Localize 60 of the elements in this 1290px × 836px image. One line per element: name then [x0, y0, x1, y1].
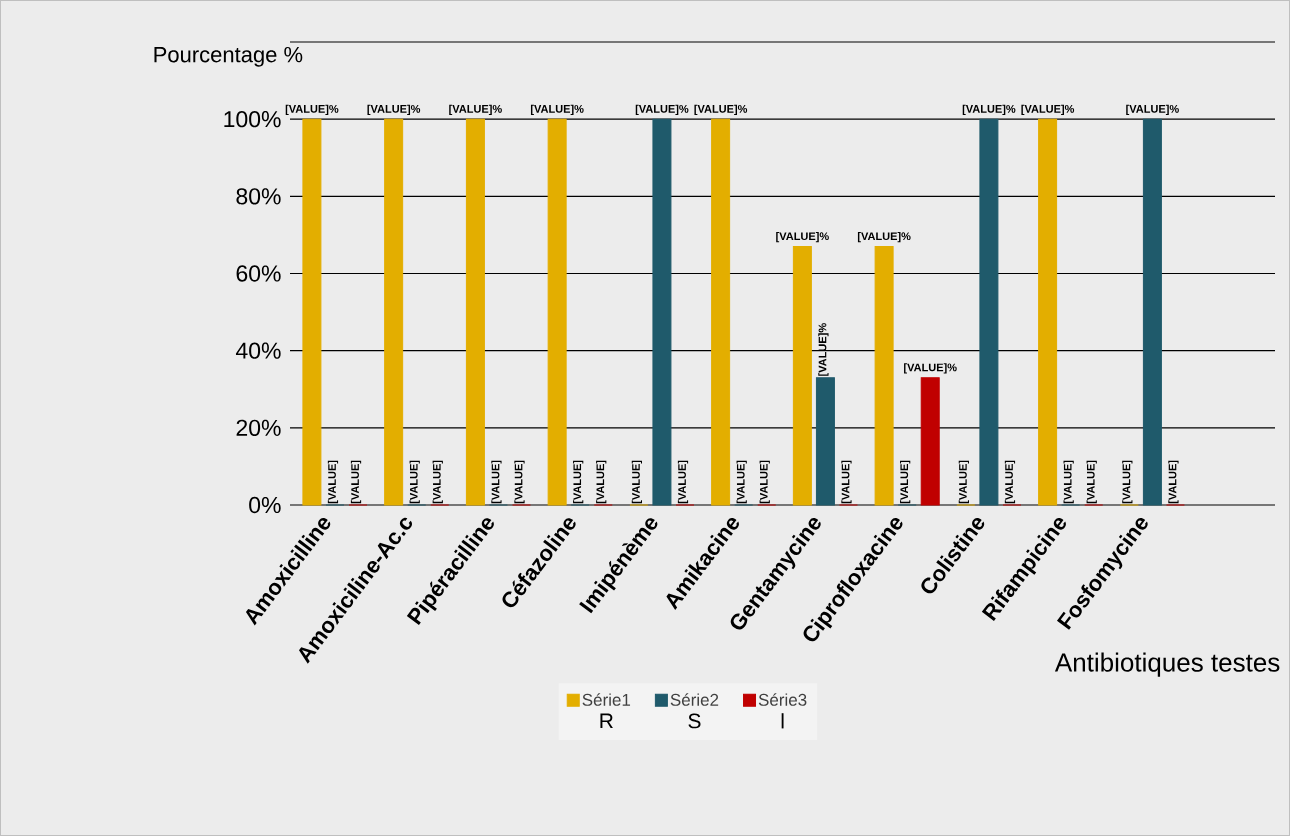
- data-label: [VALUE]%: [635, 104, 689, 115]
- bar: [815, 377, 835, 506]
- y-tick-label: 20%: [236, 419, 281, 436]
- bar: [792, 245, 812, 506]
- data-label: [VALUE]%: [285, 104, 339, 115]
- bar: [547, 118, 567, 506]
- data-label: [VALUE]%: [1126, 104, 1179, 115]
- data-label: [VALUE]%: [367, 104, 421, 115]
- data-label: [VALUE]: [514, 460, 525, 504]
- text: R: [600, 713, 613, 729]
- data-label: [VALUE]: [1168, 460, 1179, 504]
- bar: [465, 118, 485, 506]
- data-label: [VALUE]: [573, 460, 584, 504]
- data-label: [VALUE]: [900, 460, 911, 504]
- y-tick-label: 60%: [236, 265, 281, 282]
- y-tick-label: 80%: [236, 188, 281, 205]
- data-label: [VALUE]: [841, 460, 852, 504]
- data-label: [VALUE]: [350, 460, 362, 504]
- data-label: [VALUE]: [631, 460, 642, 504]
- data-label: [VALUE]%: [530, 104, 584, 115]
- data-label: [VALUE]: [759, 460, 770, 504]
- bar: [652, 118, 672, 506]
- data-label: [VALUE]: [1004, 460, 1016, 504]
- x-axis-title: Antibiotiques testes: [1054, 652, 1280, 677]
- bar: [711, 118, 731, 506]
- bar: [920, 377, 940, 506]
- y-axis-title: Pourcentage %: [154, 46, 303, 67]
- data-label: [VALUE]: [327, 460, 339, 504]
- data-label: [VALUE]: [677, 460, 689, 504]
- data-label: [VALUE]: [958, 460, 969, 504]
- y-tick-label: 40%: [235, 342, 281, 359]
- data-label: [VALUE]%: [904, 363, 957, 374]
- data-label: [VALUE]%: [962, 104, 1016, 115]
- y-tick-label: 0%: [249, 496, 281, 514]
- data-label: [VALUE]: [491, 460, 502, 504]
- data-label: [VALUE]%: [776, 232, 829, 243]
- y-tick-label: 100%: [224, 111, 281, 128]
- data-label: [VALUE]%: [857, 232, 911, 243]
- legend-label: Série2: [670, 693, 719, 706]
- bar: [302, 118, 322, 506]
- bar: [384, 118, 404, 506]
- data-label: [VALUE]: [1122, 460, 1133, 504]
- data-label: [VALUE]%: [694, 104, 748, 115]
- data-label: [VALUE]%: [818, 323, 829, 376]
- data-label: [VALUE]: [1063, 460, 1074, 504]
- bar: [1038, 118, 1058, 506]
- data-label: [VALUE]: [1086, 460, 1097, 504]
- legend-label: Série1: [582, 693, 631, 706]
- data-label: [VALUE]: [736, 460, 747, 504]
- bar: [1142, 118, 1162, 506]
- data-label: [VALUE]: [432, 460, 443, 504]
- data-label: [VALUE]%: [1021, 104, 1075, 115]
- legend-label: Série3: [758, 693, 807, 706]
- data-label: [VALUE]: [409, 460, 420, 504]
- bar: [874, 245, 894, 506]
- bar: [979, 118, 999, 506]
- data-label: [VALUE]%: [449, 104, 502, 115]
- data-label: [VALUE]: [596, 460, 607, 504]
- text: l: [781, 713, 784, 729]
- text: S: [688, 713, 701, 729]
